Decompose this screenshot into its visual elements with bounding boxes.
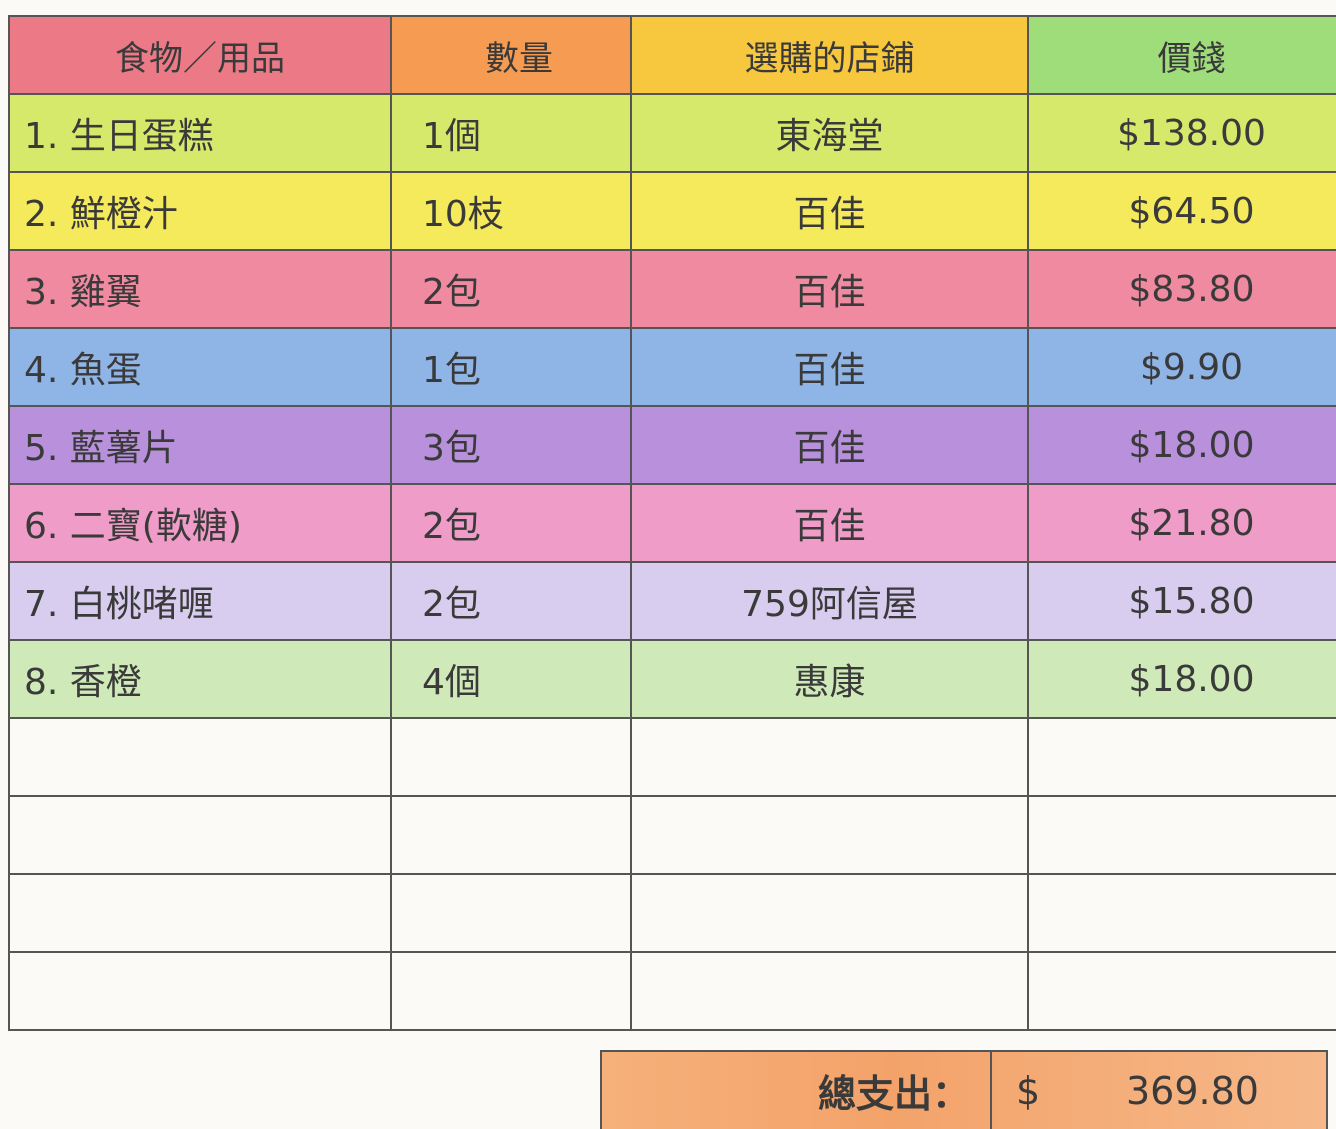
shopping-table: 食物／用品 數量 選購的店鋪 價錢 1. 生日蛋糕 1個 東海堂 $138.00 2. … (8, 15, 1336, 1031)
price: $9.90 (1027, 327, 1336, 407)
quantity: 10枝 (390, 171, 632, 251)
header-cell: 選購的店鋪 (630, 15, 1029, 95)
item-row: 5. 藍薯片 3包 百佳 $18.00 (8, 405, 1336, 485)
quantity: 2包 (390, 561, 632, 641)
shop: 百佳 (630, 249, 1029, 329)
price: $138.00 (1027, 93, 1336, 173)
quantity: 4個 (390, 639, 632, 719)
price: $18.00 (1027, 405, 1336, 485)
shop: 百佳 (630, 327, 1029, 407)
total-amount: 369.80 (1126, 1068, 1259, 1113)
item-name: 4. 魚蛋 (8, 327, 392, 407)
shop: 百佳 (630, 171, 1029, 251)
price: $15.80 (1027, 561, 1336, 641)
item-row: 2. 鮮橙汁 10枝 百佳 $64.50 (8, 171, 1336, 251)
price: $64.50 (1027, 171, 1336, 251)
price: $21.80 (1027, 483, 1336, 563)
shop: 759阿信屋 (630, 561, 1029, 641)
shop: 百佳 (630, 483, 1029, 563)
item-row: 3. 雞翼 2包 百佳 $83.80 (8, 249, 1336, 329)
empty-rows (8, 717, 1336, 1031)
item-row: 6. 二寶(軟糖) 2包 百佳 $21.80 (8, 483, 1336, 563)
quantity: 2包 (390, 483, 632, 563)
header-row: 食物／用品 數量 選購的店鋪 價錢 (8, 15, 1336, 95)
price: $18.00 (1027, 639, 1336, 719)
item-name: 1. 生日蛋糕 (8, 93, 392, 173)
shop: 惠康 (630, 639, 1029, 719)
header-cell: 價錢 (1027, 15, 1336, 95)
shop: 百佳 (630, 405, 1029, 485)
item-row: 4. 魚蛋 1包 百佳 $9.90 (8, 327, 1336, 407)
item-name: 2. 鮮橙汁 (8, 171, 392, 251)
item-row: 1. 生日蛋糕 1個 東海堂 $138.00 (8, 93, 1336, 173)
total-currency: $ (1016, 1068, 1041, 1113)
item-name: 3. 雞翼 (8, 249, 392, 329)
header-cell: 食物／用品 (8, 15, 392, 95)
item-row: 7. 白桃啫喱 2包 759阿信屋 $15.80 (8, 561, 1336, 641)
total-box: 總支出： $ 369.80 (600, 1050, 1328, 1129)
total-label: 總支出： (602, 1052, 992, 1129)
price: $83.80 (1027, 249, 1336, 329)
item-name: 6. 二寶(軟糖) (8, 483, 392, 563)
quantity: 2包 (390, 249, 632, 329)
item-name: 5. 藍薯片 (8, 405, 392, 485)
item-name: 8. 香橙 (8, 639, 392, 719)
header-cell: 數量 (390, 15, 632, 95)
item-row: 8. 香橙 4個 惠康 $18.00 (8, 639, 1336, 719)
quantity: 1包 (390, 327, 632, 407)
shop: 東海堂 (630, 93, 1029, 173)
quantity: 1個 (390, 93, 632, 173)
quantity: 3包 (390, 405, 632, 485)
table-body: 1. 生日蛋糕 1個 東海堂 $138.00 2. 鮮橙汁 10枝 百佳 $64.50 3. 雞… (8, 93, 1336, 719)
item-name: 7. 白桃啫喱 (8, 561, 392, 641)
